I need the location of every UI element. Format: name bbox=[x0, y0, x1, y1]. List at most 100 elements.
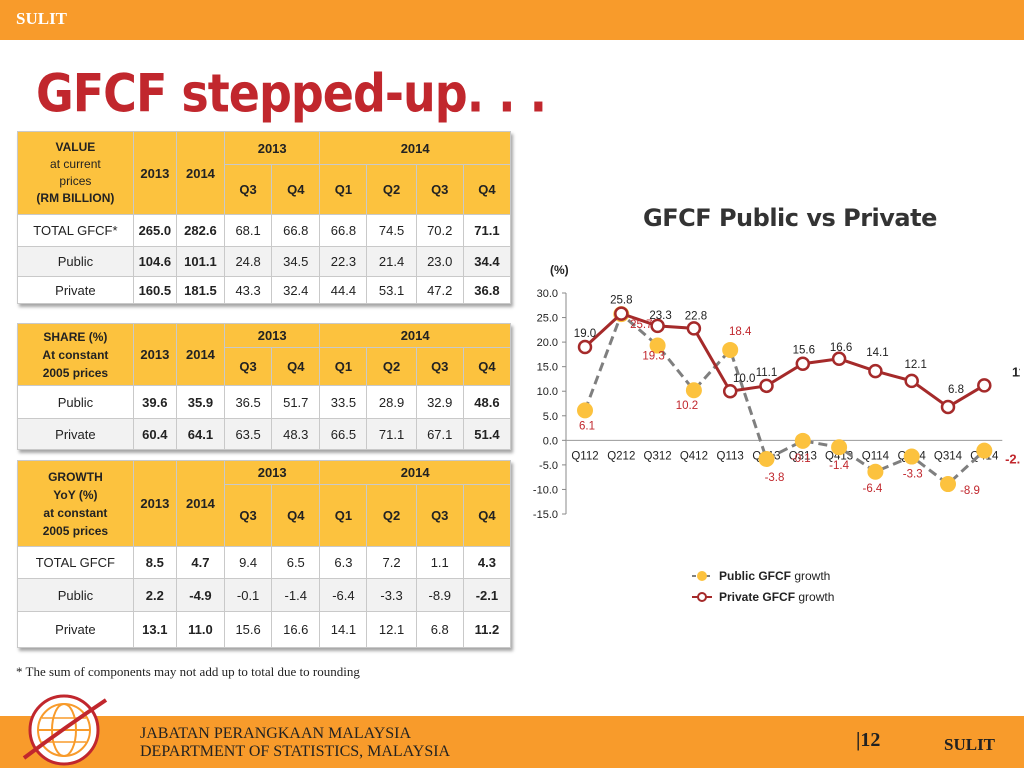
y-tick-label: 25.0 bbox=[537, 313, 558, 325]
cell: 9.4 bbox=[224, 546, 273, 579]
public-point bbox=[940, 476, 956, 493]
row-label: Private bbox=[17, 418, 134, 450]
table-row: Public 2.2 -4.9 -0.1 -1.4 -6.4 -3.3 -8.9… bbox=[17, 578, 512, 612]
cell: 160.5 bbox=[132, 276, 177, 304]
value-group-2013: 2013 bbox=[224, 131, 321, 165]
cell: 11.0 bbox=[175, 611, 226, 648]
private-point bbox=[977, 378, 992, 393]
growth-quarter: Q4 bbox=[462, 484, 512, 547]
public-data-label: 18.4 bbox=[729, 326, 752, 338]
share-quarter: Q4 bbox=[462, 347, 512, 386]
top-banner: SULIT bbox=[0, 0, 1024, 40]
y-tick-label: -15.0 bbox=[533, 509, 558, 521]
cell: 71.1 bbox=[462, 214, 512, 247]
row-label: Private bbox=[17, 276, 134, 304]
classification-label-footer: SULIT bbox=[944, 735, 996, 754]
public-data-label: 19.3 bbox=[642, 351, 664, 363]
cell: 23.0 bbox=[415, 246, 464, 277]
row-label: TOTAL GFCF bbox=[17, 546, 134, 579]
cell: -2.1 bbox=[462, 578, 512, 612]
public-data-label: 25.7 bbox=[630, 319, 652, 331]
cell: -8.9 bbox=[415, 578, 464, 612]
private-data-label: 25.8 bbox=[610, 295, 632, 307]
cell: 48.6 bbox=[462, 385, 512, 419]
cell: -4.9 bbox=[175, 578, 226, 612]
share-quarter: Q2 bbox=[366, 347, 417, 386]
x-tick-label: Q312 bbox=[644, 450, 672, 462]
share-quarter: Q1 bbox=[319, 347, 368, 386]
cell: -3.3 bbox=[366, 578, 417, 612]
cell: 4.3 bbox=[462, 546, 512, 579]
cell: 67.1 bbox=[415, 418, 464, 450]
table-row: Private 60.4 64.1 63.5 48.3 66.5 71.1 67… bbox=[17, 418, 512, 450]
cell: 282.6 bbox=[175, 214, 226, 247]
cell: 15.6 bbox=[224, 611, 273, 648]
cell: 48.3 bbox=[271, 418, 321, 450]
y-tick-label: 30.0 bbox=[537, 288, 558, 300]
public-point bbox=[649, 337, 666, 354]
private-point bbox=[614, 306, 629, 321]
cell: 16.6 bbox=[271, 611, 321, 648]
cell: 60.4 bbox=[132, 418, 177, 450]
cell: 34.4 bbox=[462, 246, 512, 277]
growth-quarter: Q4 bbox=[271, 484, 321, 547]
x-tick-label: Q112 bbox=[571, 450, 598, 462]
cell: 181.5 bbox=[175, 276, 226, 304]
public-point bbox=[577, 402, 593, 419]
cell: 32.9 bbox=[415, 385, 464, 419]
growth-line-chart: (%) 30.0 25.0 20.0 15.0 10.0 5.0 0.0 -5.0 -10.0 -1… bbox=[533, 263, 1020, 604]
globe-logo-icon bbox=[22, 694, 108, 766]
private-point bbox=[650, 318, 665, 334]
cell: 22.3 bbox=[319, 246, 368, 277]
y-tick-label: -5.0 bbox=[539, 460, 558, 472]
share-quarter: Q3 bbox=[415, 347, 464, 386]
cell: 101.1 bbox=[175, 246, 226, 277]
cell: 24.8 bbox=[224, 246, 273, 277]
private-point bbox=[759, 378, 774, 394]
table-row: TOTAL GFCF 8.5 4.7 9.4 6.5 6.3 7.2 1.1 4… bbox=[17, 546, 512, 579]
cell: 36.8 bbox=[462, 276, 512, 304]
public-data-label: -3.8 bbox=[765, 472, 785, 484]
public-point bbox=[831, 439, 848, 456]
growth-year-2013: 2013 bbox=[132, 460, 177, 547]
cell: 1.1 bbox=[415, 546, 464, 579]
private-data-label: 6.8 bbox=[948, 384, 964, 396]
legend-private-label: Private GFCF growth bbox=[719, 590, 834, 604]
value-quarter: Q4 bbox=[462, 164, 512, 215]
cell: 53.1 bbox=[366, 276, 417, 304]
growth-year-2014: 2014 bbox=[175, 460, 226, 547]
private-data-label: 16.6 bbox=[830, 342, 852, 354]
cell: 71.1 bbox=[366, 418, 417, 450]
private-data-label: 19.0 bbox=[574, 328, 596, 340]
growth-group-2013: 2013 bbox=[224, 460, 321, 485]
x-tick-label: Q313 bbox=[789, 450, 817, 462]
cell: 44.4 bbox=[319, 276, 368, 304]
cell: 70.2 bbox=[415, 214, 464, 247]
legend-public-label: Public GFCF growth bbox=[719, 569, 830, 583]
share-year-2013: 2013 bbox=[132, 323, 177, 386]
value-group-2014: 2014 bbox=[319, 131, 511, 165]
cell: 36.5 bbox=[224, 385, 273, 419]
cell: 7.2 bbox=[366, 546, 417, 579]
public-data-label: 6.1 bbox=[579, 420, 595, 432]
growth-table-label: GROWTH YoY (%) at constant 2005 prices bbox=[17, 460, 134, 547]
private-point bbox=[722, 383, 738, 399]
y-tick-label: 15.0 bbox=[537, 362, 558, 374]
public-point bbox=[722, 341, 739, 358]
row-label: Private bbox=[17, 611, 134, 648]
y-tick-label: 10.0 bbox=[537, 386, 558, 398]
row-label: Public bbox=[17, 578, 134, 612]
public-data-label: -8.9 bbox=[960, 485, 980, 497]
private-point bbox=[795, 356, 811, 371]
cell: 13.1 bbox=[132, 611, 177, 648]
value-quarter: Q3 bbox=[415, 164, 464, 215]
private-data-label: 11.1 bbox=[756, 367, 778, 379]
chart-title: GFCF Public vs Private bbox=[643, 204, 937, 232]
cell: 104.6 bbox=[132, 246, 177, 277]
value-quarter: Q4 bbox=[271, 164, 321, 215]
y-axis-label: (%) bbox=[550, 263, 569, 277]
table-row: Public 104.6 101.1 24.8 34.5 22.3 21.4 2… bbox=[17, 246, 512, 277]
y-tick-label: -10.0 bbox=[533, 484, 558, 496]
cell: 8.5 bbox=[132, 546, 177, 579]
private-point bbox=[904, 373, 919, 389]
